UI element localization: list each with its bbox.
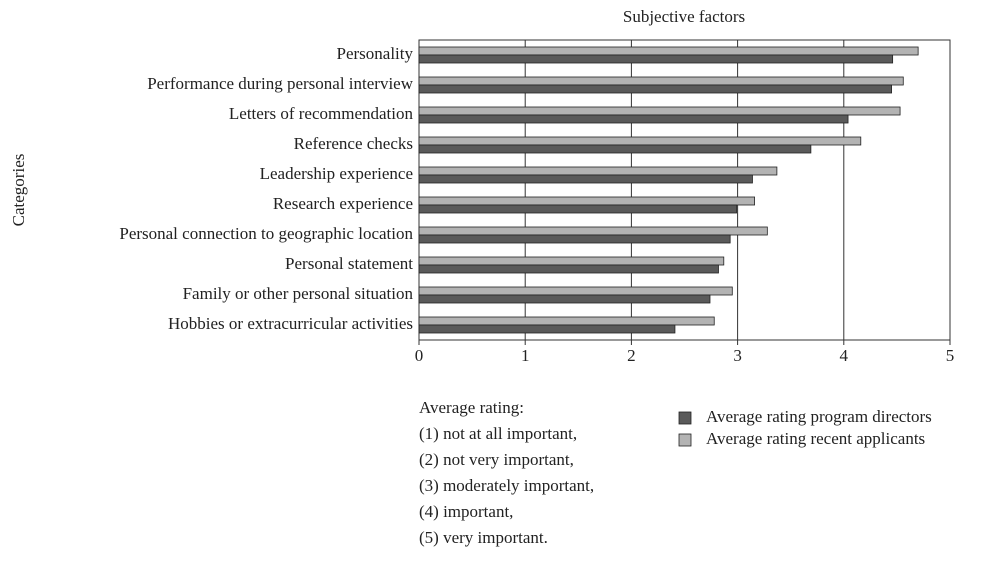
annotation: (1) not at all important, <box>419 424 577 443</box>
y-tick-label: Hobbies or extracurricular activities <box>168 314 413 333</box>
y-tick-label: Personal statement <box>285 254 413 273</box>
bar <box>418 46 919 56</box>
annotation: (2) not very important, <box>419 450 574 469</box>
legend-label: Average rating program directors <box>706 407 932 426</box>
annotation: (5) very important. <box>419 528 548 547</box>
bar <box>418 174 753 184</box>
legend-swatch <box>678 411 692 425</box>
plot-frame <box>418 39 951 341</box>
bar <box>418 106 901 116</box>
annotation: Average rating: <box>419 398 524 417</box>
y-tick-label: Leadership experience <box>260 164 413 183</box>
x-tick-label: 1 <box>521 346 530 365</box>
bar <box>418 294 711 304</box>
bar <box>418 166 778 176</box>
bar <box>418 316 715 326</box>
bar <box>418 256 725 266</box>
bar <box>418 136 862 146</box>
legend-label: Average rating recent applicants <box>706 429 925 448</box>
bar <box>418 234 731 244</box>
bar <box>418 286 733 296</box>
y-axis-label: Categories <box>9 154 28 227</box>
x-tick-label: 0 <box>415 346 424 365</box>
y-tick-label: Personal connection to geographic locati… <box>119 224 413 243</box>
bar <box>418 226 768 236</box>
bar <box>418 76 904 86</box>
y-tick-label: Research experience <box>273 194 413 213</box>
annotation: (4) important, <box>419 502 513 521</box>
y-tick-label: Letters of recommendation <box>229 104 414 123</box>
annotation: (3) moderately important, <box>419 476 594 495</box>
bar <box>418 264 719 274</box>
bar <box>418 114 849 124</box>
x-tick-label: 3 <box>733 346 742 365</box>
x-tick-label: 2 <box>627 346 636 365</box>
bar <box>418 144 812 154</box>
bar <box>418 324 676 334</box>
bar <box>418 84 892 94</box>
y-tick-label: Reference checks <box>294 134 413 153</box>
bar <box>418 196 755 206</box>
x-tick-label: 5 <box>946 346 955 365</box>
bar <box>418 54 894 64</box>
chart-title: Subjective factors <box>623 7 745 26</box>
bar <box>418 204 737 214</box>
legend-swatch <box>678 433 692 447</box>
y-tick-label: Personality <box>337 44 414 63</box>
y-tick-label: Performance during personal interview <box>147 74 413 93</box>
y-tick-label: Family or other personal situation <box>183 284 414 303</box>
x-tick-label: 4 <box>840 346 849 365</box>
